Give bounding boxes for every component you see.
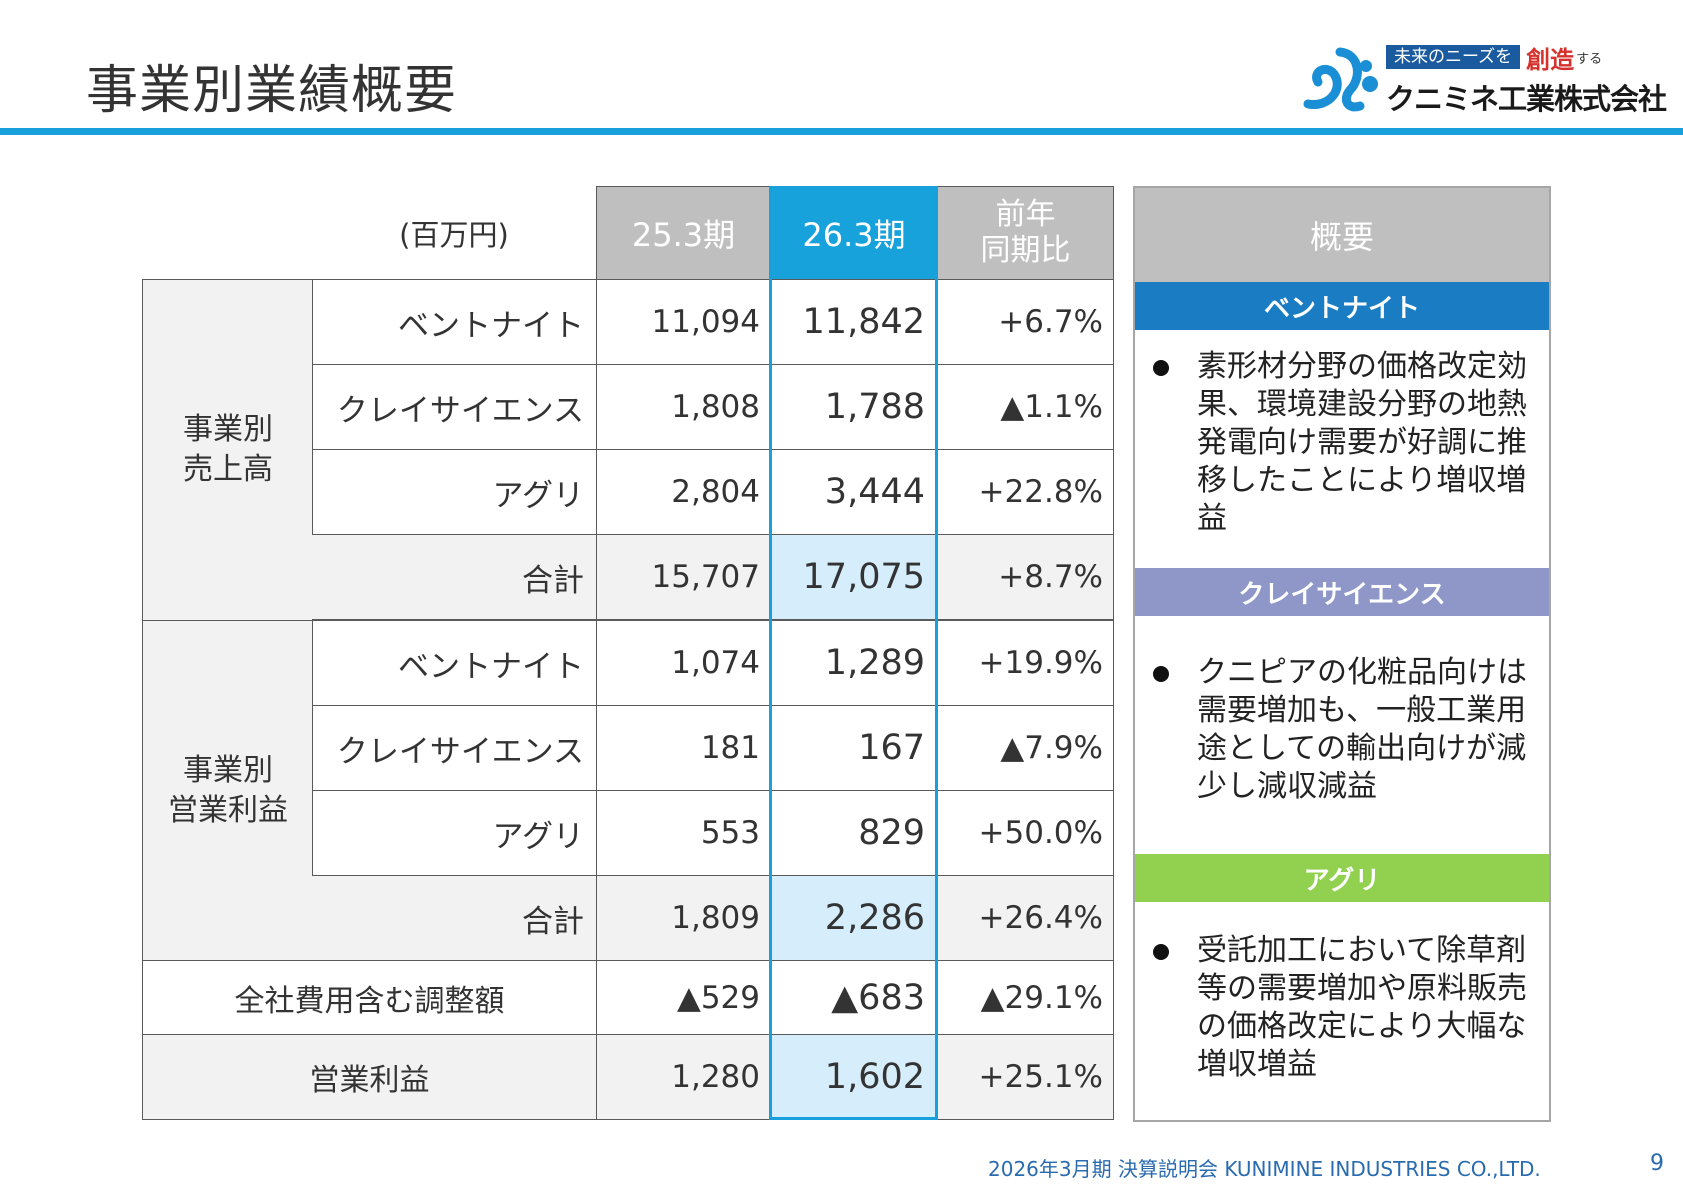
sales-row-label: アグリ xyxy=(312,449,597,535)
profit-row-yoy: +19.9% xyxy=(937,620,1114,706)
company-name: クニミネ工業株式会社 xyxy=(1386,82,1667,116)
title-divider xyxy=(0,128,1683,135)
sales-row-label: ベントナイト xyxy=(312,279,597,365)
bullet-dot-icon xyxy=(1153,666,1169,682)
profit-row-label: アグリ xyxy=(312,790,597,876)
summary-section-bentonite: ベントナイト xyxy=(1135,282,1549,330)
summary-header: 概要 xyxy=(1135,188,1549,282)
header-curr-period: 26.3期 xyxy=(770,186,938,280)
sales-row-prev: 15,707 xyxy=(596,534,771,620)
sales-row-prev: 11,094 xyxy=(596,279,771,365)
tagline-red: 創造 xyxy=(1526,45,1575,74)
header-yoy: 前年 同期比 xyxy=(937,186,1114,280)
profit-row-prev: 1,074 xyxy=(596,620,771,706)
operating-profit-label: 営業利益 xyxy=(142,1034,597,1120)
sales-row-prev: 1,808 xyxy=(596,364,771,450)
page-number: 9 xyxy=(1650,1151,1664,1176)
profit-row-prev: 553 xyxy=(596,790,771,876)
profit-row-yoy: +50.0% xyxy=(937,790,1114,876)
summary-section-agri: アグリ xyxy=(1135,854,1549,902)
sales-row-label: 合計 xyxy=(312,534,597,620)
profit-row-prev: 181 xyxy=(596,705,771,791)
sales-row-yoy: +8.7% xyxy=(937,534,1114,620)
sales-row-curr: 3,444 xyxy=(770,449,938,535)
operating-profit-curr: 1,602 xyxy=(770,1034,938,1120)
bullet-dot-icon xyxy=(1153,944,1169,960)
profit-row-prev: 1,809 xyxy=(596,875,771,961)
sales-row-curr: 17,075 xyxy=(770,534,938,620)
sales-row-yoy: +6.7% xyxy=(937,279,1114,365)
unit-label: (百万円) xyxy=(399,218,509,252)
operating-profit-yoy: +25.1% xyxy=(937,1034,1114,1120)
summary-bullet-clayscience: クニピアの化粧品向けは需要増加も、一般工業用途としての輸出向けが減少し減収減益 xyxy=(1153,654,1533,806)
summary-section-clayscience: クレイサイエンス xyxy=(1135,568,1549,616)
adjust-curr: ▲683 xyxy=(770,960,938,1035)
tagline-box: 未来のニーズを xyxy=(1386,45,1521,69)
logo-tagline: 未来のニーズを 創造 する xyxy=(1386,44,1603,74)
summary-bullet-agri: 受託加工において除草剤等の需要増加や原料販売の価格改定により大幅な増収増益 xyxy=(1153,932,1533,1084)
profit-row-label: 合計 xyxy=(312,875,597,961)
sales-row-prev: 2,804 xyxy=(596,449,771,535)
group-profit-label: 事業別 営業利益 xyxy=(142,620,313,961)
profit-row-curr: 829 xyxy=(770,790,938,876)
profit-row-yoy: +26.4% xyxy=(937,875,1114,961)
profit-row-curr: 167 xyxy=(770,705,938,791)
adjust-prev: ▲529 xyxy=(596,960,771,1035)
profit-row-curr: 1,289 xyxy=(770,620,938,706)
sales-row-yoy: +22.8% xyxy=(937,449,1114,535)
profit-row-label: クレイサイエンス xyxy=(312,705,597,791)
profit-row-label: ベントナイト xyxy=(312,620,597,706)
bullet-dot-icon xyxy=(1153,360,1169,376)
profit-row-curr: 2,286 xyxy=(770,875,938,961)
page-title: 事業別業績概要 xyxy=(86,61,458,121)
company-logo: 未来のニーズを 創造 する クニミネ工業株式会社 xyxy=(1300,40,1680,120)
footer-text: 2026年3月期 決算説明会 KUNIMINE INDUSTRIES CO.,L… xyxy=(988,1157,1541,1181)
adjust-label: 全社費用含む調整額 xyxy=(142,960,597,1035)
sales-row-label: クレイサイエンス xyxy=(312,364,597,450)
summary-panel: 概要 ベントナイト 素形材分野の価格改定効果、環境建設分野の地熱発電向け需要が好… xyxy=(1133,186,1551,1122)
adjust-yoy: ▲29.1% xyxy=(937,960,1114,1035)
header-prev-period: 25.3期 xyxy=(596,186,771,280)
sales-row-curr: 1,788 xyxy=(770,364,938,450)
sales-row-yoy: ▲1.1% xyxy=(937,364,1114,450)
sales-row-curr: 11,842 xyxy=(770,279,938,365)
profit-row-yoy: ▲7.9% xyxy=(937,705,1114,791)
group-sales-label: 事業別 売上高 xyxy=(142,279,313,621)
operating-profit-prev: 1,280 xyxy=(596,1034,771,1120)
summary-bullet-bentonite: 素形材分野の価格改定効果、環境建設分野の地熱発電向け需要が好調に推移したことによ… xyxy=(1153,348,1533,538)
tagline-small: する xyxy=(1576,51,1603,67)
kunimine-logo-icon xyxy=(1303,47,1378,112)
